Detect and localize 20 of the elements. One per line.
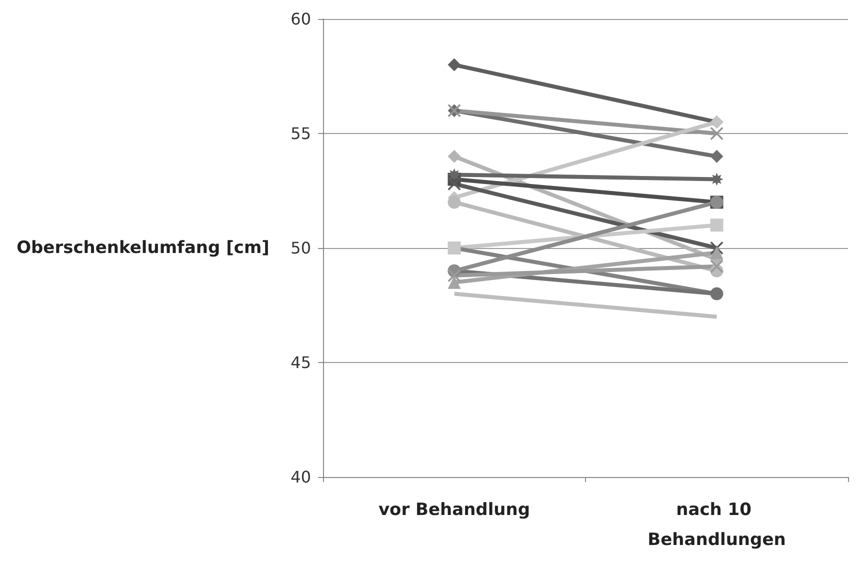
x-tick-label: nach 10 Behandlungen xyxy=(648,500,786,550)
point xyxy=(448,242,461,254)
y-tick-label: 55 xyxy=(290,124,311,143)
point xyxy=(448,150,461,163)
point xyxy=(710,260,724,273)
y-tick-label: 50 xyxy=(290,238,311,258)
y-axis-title: Oberschenkelumfang [cm] xyxy=(16,238,270,258)
y-tick-label: 60 xyxy=(290,10,311,28)
point xyxy=(448,177,461,190)
point xyxy=(448,168,461,182)
point xyxy=(710,172,724,186)
point xyxy=(448,58,461,72)
point xyxy=(448,196,461,209)
point xyxy=(710,287,724,300)
x-tick-label: vor Behandlung xyxy=(378,500,530,520)
point xyxy=(710,127,724,140)
y-tick-label: 40 xyxy=(290,468,311,486)
point xyxy=(710,218,724,232)
point xyxy=(710,150,724,163)
y-tick-label: 45 xyxy=(290,353,311,372)
